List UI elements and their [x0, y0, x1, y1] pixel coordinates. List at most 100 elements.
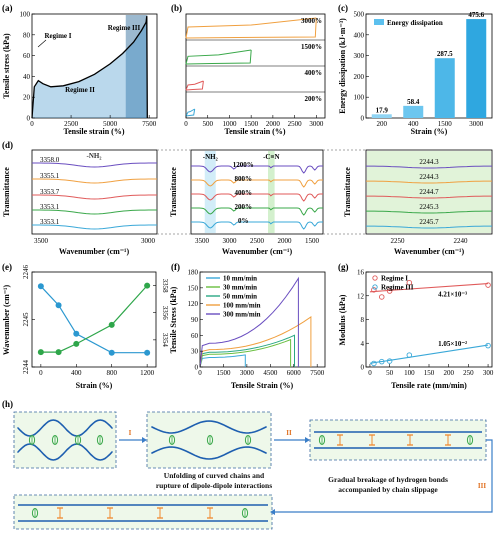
panel-f-legend-label: 30 mm/min	[223, 284, 257, 292]
panel-d-right-xtick-label: 2240	[454, 237, 469, 245]
panel-f-xtick-label: 0	[198, 369, 202, 377]
panel-d-middle-spectrum	[191, 207, 323, 216]
panel-e-left-point	[144, 349, 151, 356]
panel-c-bar	[371, 114, 392, 118]
panel-g-xtick-label: 0	[368, 369, 372, 377]
panel-a-regime-iii-shade	[125, 15, 148, 118]
panel-d-xlabel-right: Wavenumber (cm⁻¹)	[394, 247, 465, 256]
panel-d-nh2-band	[204, 151, 216, 233]
state2-chain-top	[151, 420, 267, 434]
panel-g-slope-label: 1.05×10⁻²	[438, 340, 467, 348]
panel-f-rate-curves: Tensile Strain (%) Tensile Stress (kPa) …	[169, 269, 326, 390]
panel-b-label-400%: 400%	[305, 69, 323, 77]
panel-b-xtick-label: 0	[184, 120, 188, 128]
panel-c-ytick-label: 0	[361, 115, 365, 123]
panel-d-middle-frame	[190, 149, 324, 235]
panel-g-legend-label: Regime I	[381, 275, 408, 283]
panel-a-annot-regime-iii: Regime III	[108, 24, 141, 32]
panel-d-middle-spectrum	[191, 221, 323, 230]
panel-d-left-spectrum	[32, 209, 157, 215]
panel-g-xtick-label: 300	[483, 369, 494, 377]
panel-d-middle-xtick-label: 2000	[278, 237, 293, 245]
panel-f-curve	[199, 354, 246, 368]
panel-e-right-point	[37, 349, 44, 356]
panel-c-ytick-label: 500	[354, 11, 365, 19]
panel-a-tensile-curve: Tensile strain (%) Tensile stress (kPa) …	[2, 11, 158, 136]
panel-h-mechanism-schematic: I II III Unfolding of curved chains and …	[13, 411, 493, 530]
panel-g-ytick-label: 0	[361, 364, 365, 372]
panel-a-ytick-label: 100	[20, 11, 31, 19]
panel-d-ftir: Transmittance Transmittance Transmittanc…	[2, 149, 493, 256]
caption-1: Unfolding of curved chains and	[164, 471, 265, 480]
arrow-III	[275, 439, 493, 513]
panel-d-left-xtick-label: 3000	[141, 237, 156, 245]
panel-e-right-point	[55, 349, 62, 356]
panel-e-right-ytick-label: 3354	[161, 333, 169, 348]
panel-a-stress-curve	[31, 16, 148, 119]
panel-e-left-ytick-label: 2244	[22, 360, 30, 375]
arrow-II-head	[305, 437, 310, 443]
panel-c-bar-value: 475.6	[468, 11, 484, 19]
panel-g-fit-line	[369, 344, 489, 364]
panel-a-frame	[31, 13, 158, 119]
panel-d-right-band	[367, 151, 491, 233]
panel-g-ytick-label: 12	[357, 292, 365, 300]
panel-label-h: (h)	[2, 399, 13, 409]
panel-d-right-peak-label: 2244.7	[419, 188, 439, 196]
panel-e-right-point	[144, 282, 151, 289]
panel-g-legend-swatch	[372, 284, 378, 290]
panel-c-xlabel: Strain (%)	[411, 127, 448, 136]
panel-g-ytick-label: 8	[361, 316, 365, 324]
panel-e-left-point	[55, 302, 62, 309]
panel-c-legend-swatch	[374, 19, 384, 25]
panel-d-right-spectrum	[366, 210, 492, 214]
panel-c-frame	[365, 13, 493, 119]
panel-label-d: (d)	[2, 140, 13, 150]
panel-d-left-title: -NH₂	[87, 152, 102, 160]
panel-e-ylabel: Wavenumber (cm⁻¹)	[2, 285, 11, 356]
panel-g-ytick-label: 16	[357, 269, 365, 277]
panel-d-left-peak-label: 3353.1	[40, 203, 60, 211]
panel-d-middle-spectrum	[191, 193, 323, 202]
panel-d-middle-xtick-label: 3000	[223, 237, 238, 245]
panel-d-right-spectrum	[366, 225, 492, 229]
panel-d-ylabel-middle: Transmittance	[169, 167, 178, 217]
schematic-state-3	[309, 419, 487, 461]
panel-c-legend-label: Energy dissipation	[387, 19, 443, 27]
panel-d-nh2-label: -NH₂	[203, 153, 218, 161]
panel-d-left-spectrum	[32, 224, 157, 230]
panel-f-xtick-label: 3000	[240, 369, 255, 377]
panel-d-left-peak-label: 3353.1	[40, 218, 60, 226]
panel-d-cn-band	[268, 151, 275, 233]
panel-b-unloading-3000%	[185, 17, 317, 39]
panel-d-right-peak-label: 2245.3	[419, 203, 439, 211]
panel-g-point	[379, 294, 385, 300]
panel-c-bar-value: 287.5	[437, 50, 453, 58]
panel-g-slope-label: 4.21×10⁻³	[438, 290, 467, 298]
panel-g-xlabel: Tensile rate (mm/min)	[391, 381, 467, 390]
panel-a-xtick-label: 0	[30, 120, 34, 128]
panel-g-point	[406, 352, 413, 358]
panel-b-xtick-label: 500	[202, 120, 213, 128]
panel-label-c: (c)	[338, 3, 348, 13]
panel-g-xtick-label: 250	[463, 369, 474, 377]
panel-a-annot-arrow	[37, 39, 47, 48]
panel-g-ylabel: Modulus (kPa)	[338, 294, 347, 345]
panel-label-g: (g)	[338, 262, 349, 272]
panel-d-ylabel-right: Transmittance	[343, 167, 352, 217]
panel-f-ytick-label: 30	[191, 348, 199, 356]
panel-a-xtick-label: 5000	[103, 120, 118, 128]
panel-d-xlabel-left: Wavenumber (cm⁻¹)	[59, 247, 130, 256]
panel-a-xtick-label: 7500	[142, 120, 157, 128]
panel-d-middle-legend: 800%	[235, 175, 253, 183]
panel-d-xlabel-middle: Wavenumber (cm⁻¹)	[222, 247, 293, 256]
panel-b-xtick-label: 2500	[288, 120, 303, 128]
panel-g-point	[371, 360, 377, 367]
panel-g-point	[485, 282, 491, 288]
panel-f-ylabel: Tensile Stress (kPa)	[169, 286, 178, 353]
panel-f-ytick-label: 90	[191, 316, 199, 324]
panel-b-xtick-label: 2000	[266, 120, 281, 128]
state1-chain-top	[17, 419, 113, 437]
panel-d-right-peak-label: 2245.7	[419, 218, 439, 226]
panel-g-point	[485, 342, 491, 349]
